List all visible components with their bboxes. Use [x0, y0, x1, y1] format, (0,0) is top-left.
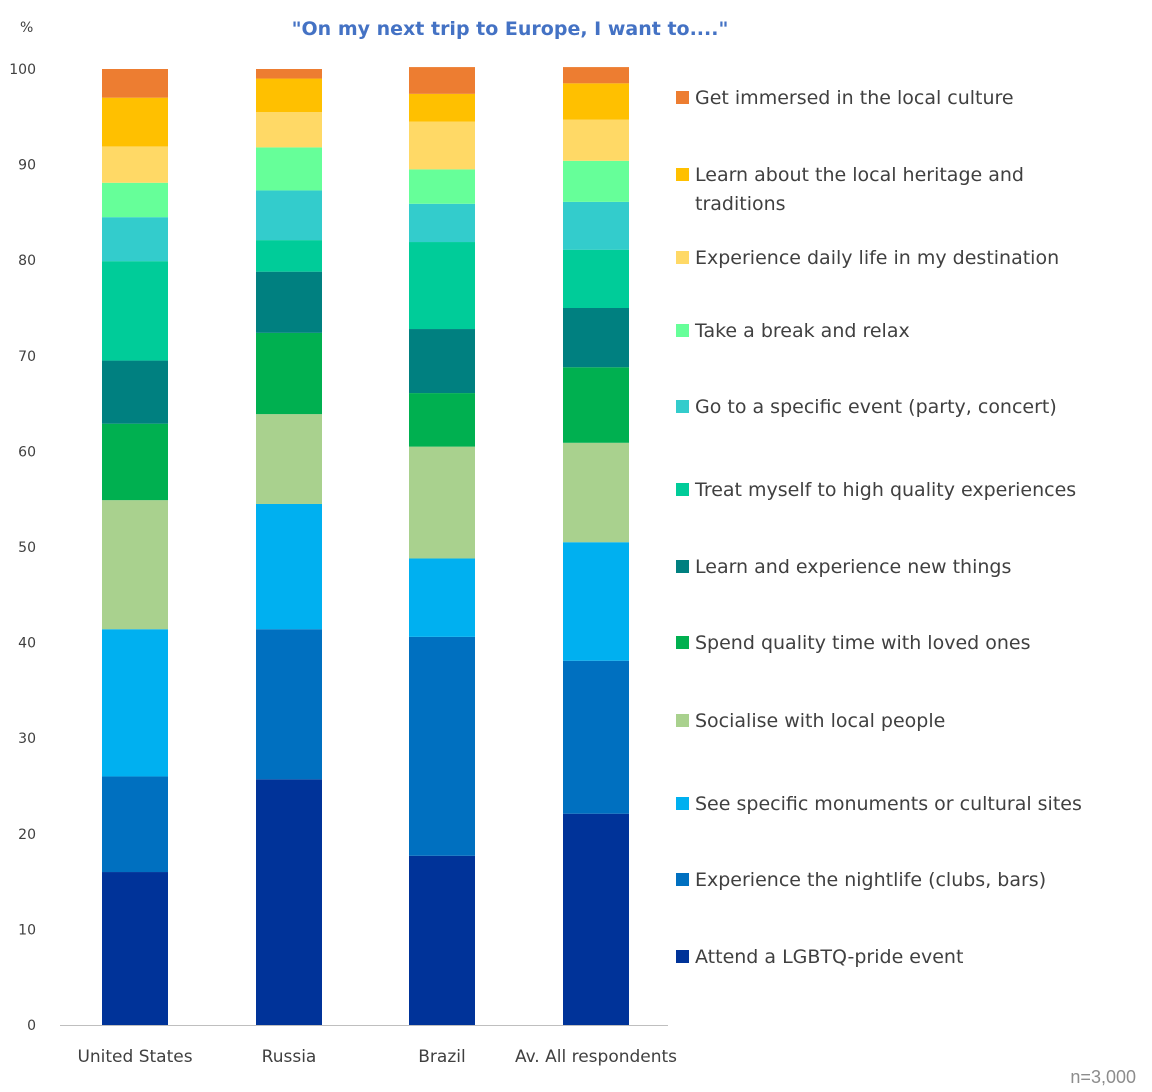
y-tick-label: 60 [18, 444, 36, 460]
bar-segment [563, 813, 629, 1025]
legend-swatch [676, 91, 689, 104]
legend-swatch [676, 714, 689, 727]
bar-segment [563, 308, 629, 368]
legend-label: See specific monuments or cultural sites [695, 793, 1082, 815]
bar-segment [102, 217, 168, 262]
bar-segment [102, 360, 168, 424]
bar-segment [256, 240, 322, 272]
y-tick-label: 50 [18, 540, 36, 556]
bar-segment [256, 69, 322, 79]
x-category-label: Av. All respondents [515, 1047, 677, 1067]
bar-segment [563, 67, 629, 84]
legend-label: Experience the nightlife (clubs, bars) [695, 869, 1047, 891]
bar-segment [256, 190, 322, 241]
bar-segment [563, 249, 629, 308]
bar-segment [563, 119, 629, 161]
bar-segment [563, 83, 629, 120]
legend-label: Take a break and relax [695, 320, 910, 342]
legend-label: Get immersed in the local culture [695, 87, 1014, 109]
bar-segment [102, 423, 168, 501]
x-category-label: Brazil [418, 1047, 465, 1067]
y-tick-label: 10 [18, 922, 36, 938]
bar-segment [256, 629, 322, 780]
bar-segment [256, 332, 322, 415]
legend-swatch [676, 168, 689, 181]
bar-segment [102, 776, 168, 873]
legend-swatch [676, 873, 689, 886]
bar-segment [256, 414, 322, 504]
bar-segment [102, 182, 168, 218]
bar-segment [409, 121, 475, 170]
legend-swatch [676, 251, 689, 264]
legend-label: Treat myself to high quality experiences [695, 479, 1077, 501]
legend-swatch [676, 636, 689, 649]
legend-swatch [676, 324, 689, 337]
bar-segment [409, 636, 475, 856]
bar-segment [563, 542, 629, 661]
bar-segment [256, 779, 322, 1025]
y-tick-label: 90 [18, 158, 36, 174]
bar-segment [409, 855, 475, 1025]
legend-label: Socialise with local people [695, 710, 946, 732]
bar-segment [563, 367, 629, 443]
y-tick-label: 80 [18, 253, 36, 269]
legend-swatch [676, 950, 689, 963]
bar-segment [256, 147, 322, 191]
legend-label: Learn and experience new things [695, 556, 1012, 578]
legend-label: Go to a specific event (party, concert) [695, 396, 1057, 418]
legend-label: Spend quality time with loved ones [695, 632, 1031, 654]
bar-segment [102, 69, 168, 98]
y-axis-unit: % [20, 20, 34, 36]
bar-segment [256, 271, 322, 333]
y-tick-label: 20 [18, 827, 36, 843]
bar-segment [409, 558, 475, 637]
bar-segment [102, 629, 168, 777]
legend-swatch [676, 797, 689, 810]
bar-segment [409, 93, 475, 122]
y-tick-label: 40 [18, 636, 36, 652]
legend-label: Attend a LGBTQ-pride event [695, 946, 964, 968]
x-category-label: Russia [262, 1047, 317, 1067]
bar-segment [256, 503, 322, 630]
bar-segment [409, 203, 475, 243]
bar-segment [563, 201, 629, 250]
bar-segment [102, 261, 168, 361]
bar-segment [409, 169, 475, 204]
y-tick-label: 30 [18, 731, 36, 747]
bar-segment [409, 446, 475, 559]
bar-segment [256, 78, 322, 113]
bar-segment [563, 160, 629, 202]
legend-swatch [676, 483, 689, 496]
bar-segment [409, 67, 475, 94]
bar-segment [102, 500, 168, 630]
y-tick-label: 100 [9, 62, 36, 78]
bar-segment [409, 393, 475, 447]
chart-title: "On my next trip to Europe, I want to...… [291, 18, 729, 40]
sample-size-note: n=3,000 [1070, 1067, 1136, 1087]
y-tick-label: 0 [27, 1018, 36, 1034]
bar-segment [102, 97, 168, 147]
y-tick-label: 70 [18, 349, 36, 365]
bar-segment [409, 329, 475, 394]
legend-swatch [676, 400, 689, 413]
legend-label: Learn about the local heritage and tradi… [695, 164, 1024, 215]
bar-segment [102, 146, 168, 183]
x-category-label: United States [77, 1047, 192, 1067]
bar-segment [102, 872, 168, 1025]
legend-swatch [676, 560, 689, 573]
bar-segment [409, 242, 475, 330]
bar-segment [563, 442, 629, 543]
bar-segment [256, 112, 322, 148]
legend-label: Experience daily life in my destination [695, 247, 1060, 269]
bar-segment [563, 660, 629, 814]
